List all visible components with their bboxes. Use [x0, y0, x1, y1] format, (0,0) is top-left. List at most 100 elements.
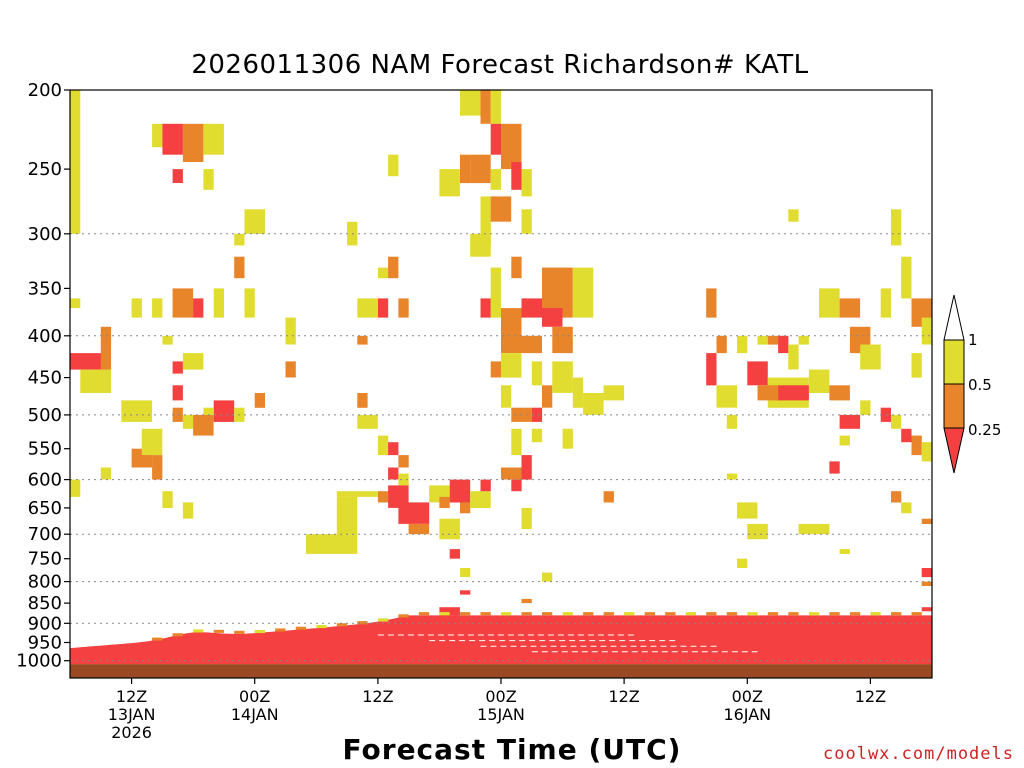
- heatmap-cell: [542, 308, 563, 327]
- heatmap-cell: [306, 534, 358, 554]
- heatmap-cell: [70, 353, 111, 370]
- heatmap-cell: [141, 428, 163, 456]
- x-tick-label: 12Z: [855, 687, 886, 706]
- x-tick-date: 15JAN: [477, 705, 525, 724]
- heatmap-cell: [839, 549, 850, 554]
- heatmap-cell: [480, 298, 491, 318]
- fringe-cell: [808, 612, 820, 616]
- heatmap-cell: [182, 414, 194, 429]
- fringe-cell: [439, 612, 450, 616]
- heatmap-cell: [193, 414, 214, 436]
- heatmap-cell: [531, 428, 543, 443]
- fringe-cell: [891, 612, 902, 616]
- y-tick-label: 300: [28, 224, 62, 245]
- x-tick-label: 12Z: [116, 687, 147, 706]
- heatmap-cell: [737, 558, 748, 568]
- heatmap-cell: [460, 590, 471, 595]
- y-tick-label: 950: [28, 633, 62, 654]
- y-tick-label: 250: [28, 159, 62, 180]
- heatmap-cell: [706, 288, 717, 318]
- heatmap-cell: [100, 467, 112, 480]
- heatmap-cell: [244, 209, 265, 234]
- heatmap-cell: [408, 523, 430, 535]
- heatmap-cell: [285, 317, 296, 345]
- heatmap-cell: [377, 267, 389, 279]
- heatmap-cell: [480, 479, 491, 492]
- y-tick-label: 400: [28, 326, 62, 347]
- heatmap-cell: [767, 335, 779, 345]
- heatmap-cell: [490, 123, 501, 155]
- heatmap-cell: [901, 256, 912, 299]
- heatmap-cell: [501, 353, 522, 378]
- heatmap-cell: [234, 233, 245, 246]
- heatmap-cell: [726, 473, 738, 480]
- heatmap-cell: [100, 326, 112, 370]
- fringe-cell: [172, 633, 183, 637]
- y-tick-label: 650: [28, 498, 62, 519]
- heatmap-cell: [788, 344, 799, 370]
- y-tick-label: 200: [28, 80, 62, 101]
- heatmap-cell: [470, 491, 491, 508]
- fringe-cell: [336, 623, 348, 627]
- heatmap-cell: [460, 568, 471, 578]
- heatmap-cell: [182, 353, 204, 370]
- heatmap-cell: [254, 393, 265, 408]
- legend-swatch-yellow: [943, 339, 965, 385]
- fringe-cell: [152, 637, 163, 641]
- heatmap-cell: [921, 317, 932, 345]
- heatmap-cell: [891, 491, 902, 503]
- heatmap-cell: [511, 162, 522, 190]
- heatmap-cell: [131, 298, 142, 318]
- fringe-cell: [377, 618, 389, 622]
- heatmap-cell: [388, 467, 399, 480]
- heatmap-cell: [439, 496, 450, 508]
- heatmap-cell: [490, 267, 501, 289]
- heatmap-cell: [357, 298, 378, 318]
- x-tick-label: 00Z: [485, 687, 516, 706]
- heatmap-cell: [521, 335, 542, 354]
- heatmap-cell: [398, 455, 409, 468]
- heatmap-cell: [839, 414, 861, 429]
- heatmap-cell: [501, 308, 522, 353]
- heatmap-cell: [542, 385, 553, 408]
- heatmap-cell: [172, 385, 183, 401]
- heatmap-cell: [706, 353, 717, 386]
- y-tick-label: 350: [28, 278, 62, 299]
- fringe-cell: [583, 612, 594, 616]
- fringe-cell: [706, 612, 717, 616]
- heatmap-cell: [603, 491, 614, 503]
- heatmap-cell: [490, 361, 501, 378]
- x-tick-label: 00Z: [239, 687, 270, 706]
- x-tick-date: 16JAN: [723, 705, 771, 724]
- x-tick-date: 13JAN: [108, 705, 156, 724]
- heatmap-cell: [460, 90, 481, 116]
- heatmap-cell: [829, 385, 850, 401]
- heatmap-cell: [480, 90, 491, 124]
- heatmap-cell: [203, 123, 224, 155]
- heatmap-cell: [70, 479, 81, 497]
- heatmap-cell: [880, 407, 891, 422]
- heatmap-cell: [398, 473, 409, 486]
- heatmap-cell: [213, 288, 224, 318]
- heatmap-cell: [470, 233, 491, 257]
- heatmap-cell: [449, 479, 471, 503]
- heatmap-cell: [377, 435, 389, 456]
- heatmap-cell: [234, 256, 245, 279]
- heatmap-cell: [501, 123, 522, 170]
- heatmap-cell: [162, 491, 173, 508]
- heatmap-cell: [531, 361, 543, 386]
- y-tick-label: 900: [28, 613, 62, 634]
- heatmap-cell: [726, 414, 738, 429]
- heatmap-cell: [357, 414, 378, 429]
- heatmap-cell: [501, 467, 522, 480]
- heatmap-cell: [572, 377, 584, 408]
- heatmap-cell: [901, 428, 912, 443]
- heatmap-cell: [552, 326, 573, 354]
- x-tick-year: 2026: [111, 723, 152, 742]
- heatmap-cell: [121, 400, 153, 422]
- y-tick-label: 500: [28, 405, 62, 426]
- fringe-cell: [644, 612, 655, 616]
- credit-link[interactable]: coolwx.com/models: [823, 744, 1014, 764]
